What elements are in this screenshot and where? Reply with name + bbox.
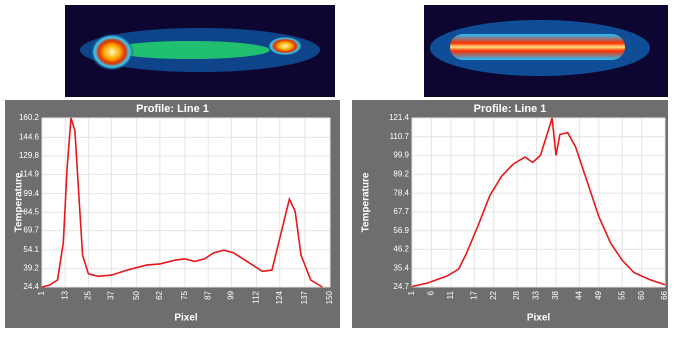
x-tick-label: 150 <box>325 290 334 304</box>
plot-area <box>412 118 665 287</box>
y-tick-label: 54.1 <box>23 245 39 254</box>
x-tick-label: 17 <box>469 290 478 299</box>
x-tick-label: 25 <box>83 290 92 299</box>
x-axis-label: Pixel <box>527 313 551 324</box>
y-tick-label: 129.8 <box>19 151 40 160</box>
x-tick-label: 28 <box>512 290 521 299</box>
x-tick-label: 50 <box>132 290 141 299</box>
x-tick-label: 6 <box>427 290 436 295</box>
x-tick-label: 33 <box>532 290 541 299</box>
y-tick-label: 121.4 <box>389 113 410 122</box>
y-tick-label: 78.4 <box>393 188 409 197</box>
y-axis-label: Temperature <box>361 172 372 232</box>
y-tick-label: 110.7 <box>390 132 410 141</box>
y-tick-label: 84.5 <box>23 207 39 216</box>
x-tick-label: 1 <box>407 290 416 295</box>
x-tick-label: 55 <box>617 290 626 299</box>
x-tick-label: 1 <box>37 290 46 295</box>
y-tick-label: 35.4 <box>393 263 409 272</box>
x-tick-label: 75 <box>180 290 189 299</box>
y-tick-label: 67.7 <box>393 207 409 216</box>
thermal-image-2 <box>424 5 668 97</box>
y-tick-label: 24.4 <box>23 282 39 291</box>
x-tick-label: 22 <box>489 290 498 299</box>
y-tick-label: 144.6 <box>19 133 40 142</box>
x-axis-label: Pixel <box>174 313 198 324</box>
y-tick-label: 46.2 <box>393 245 409 254</box>
x-tick-label: 13 <box>60 290 69 299</box>
x-tick-label: 49 <box>594 290 603 299</box>
thermal-image-1 <box>65 5 335 97</box>
y-tick-label: 24.7 <box>393 282 409 291</box>
chart-title: Profile: Line 1 <box>474 103 547 115</box>
x-tick-label: 37 <box>107 290 116 299</box>
y-tick-label: 39.2 <box>23 264 39 273</box>
figure: Profile: Line 1 Pixel Temperature 24.4 39.2 5… <box>0 0 675 332</box>
x-tick-label: 99 <box>227 290 236 299</box>
y-tick-label: 89.2 <box>393 169 409 178</box>
x-tick-label: 124 <box>275 290 284 304</box>
x-tick-label: 87 <box>203 290 212 299</box>
x-tick-label: 38 <box>551 290 560 299</box>
y-tick-label: 160.2 <box>19 113 40 122</box>
y-tick-label: 99.9 <box>393 151 409 160</box>
x-tick-label: 44 <box>574 290 583 299</box>
x-tick-label: 112 <box>252 290 261 303</box>
x-tick-label: 62 <box>155 290 164 299</box>
x-tick-label: 137 <box>300 290 309 304</box>
y-tick-label: 56.9 <box>393 226 409 235</box>
x-tick-label: 11 <box>446 290 455 299</box>
y-axis-label: Temperature <box>14 172 25 232</box>
x-tick-label: 66 <box>660 290 669 299</box>
y-tick-label: 99.4 <box>23 189 39 198</box>
chart-title: Profile: Line 1 <box>136 103 209 115</box>
y-tick-label: 114.9 <box>20 169 40 178</box>
y-tick-label: 69.7 <box>23 226 39 235</box>
x-tick-label: 60 <box>637 290 646 299</box>
